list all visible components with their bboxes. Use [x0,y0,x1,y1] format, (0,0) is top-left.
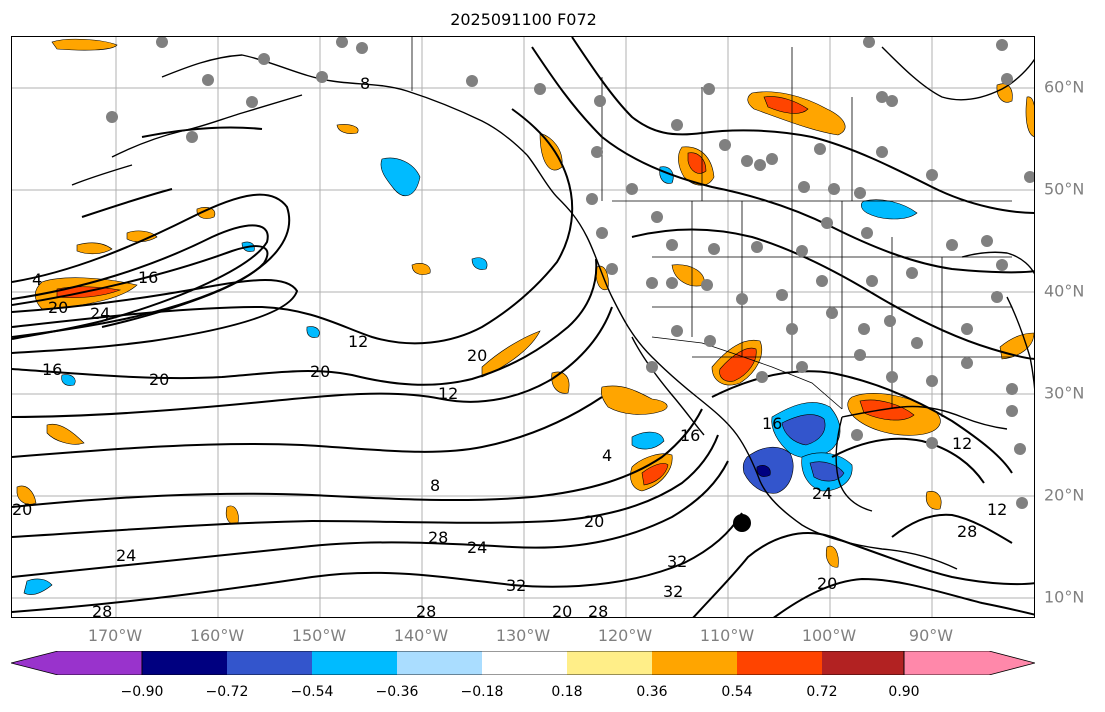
contour-label: 20 [552,602,572,618]
colorbar-bin [312,651,397,675]
contour-label: 20 [584,512,604,531]
colorbar-tick: −0.90 [120,684,164,700]
colorbar-tick: 0.36 [636,684,668,700]
contour-label: 12 [348,332,368,351]
longitude-label: 170°W [87,626,143,645]
colorbar-tick: −0.36 [375,684,419,700]
latitude-label: 50°N [1044,179,1085,199]
contour-label: 12 [952,434,972,453]
contour-label: 16 [762,414,782,433]
latitude-label: 20°N [1044,485,1085,505]
contour-label: 32 [663,582,683,601]
colorbar-bin [567,651,652,675]
contour-label: 16 [138,268,158,287]
contour-label: 24 [116,546,136,565]
colorbar-bin [737,651,822,675]
colorbar-tick: 0.54 [721,684,753,700]
colorbar-tick: 0.72 [806,684,838,700]
contour-label: 8 [430,476,440,495]
longitude-label: 100°W [801,626,857,645]
latitude-label: 40°N [1044,281,1085,301]
map-canvas: 8 4 16 20 24 12 20 20 16 20 12 12 20 4 1… [12,37,1034,618]
contour-label: 4 [32,270,42,289]
contour-label: 20 [48,298,68,317]
colorbar-tick: 0.90 [888,684,920,700]
longitude-label: 130°W [495,626,551,645]
shaded-field [16,38,1034,595]
contour-label: 28 [428,528,448,547]
contour-label: 20 [149,370,169,389]
colorbar [11,651,1035,675]
contour-label: 20 [817,574,837,593]
contour-label: 16 [42,360,62,379]
contour-lines [12,37,1034,617]
contour-label: 32 [667,552,687,571]
colorbar-bin [227,651,312,675]
graticule [12,37,1034,617]
contour-label: 28 [416,602,436,618]
colorbar-tick: 0.18 [551,684,583,700]
latitude-label: 30°N [1044,383,1085,403]
contour-labels: 8 4 16 20 24 12 20 20 16 20 12 12 20 4 1… [12,74,1007,618]
contour-label: 24 [467,538,487,557]
longitude-label: 110°W [699,626,755,645]
contour-label: 24 [812,484,832,503]
longitude-label: 120°W [597,626,653,645]
map-title: 2025091100 F072 [450,10,597,29]
contour-label: 4 [602,446,612,465]
contour-label: 32 [506,576,526,595]
contour-label: 8 [360,74,370,93]
longitude-label: 160°W [189,626,245,645]
contour-label: 28 [957,522,977,541]
coastlines [71,46,1034,570]
colorbar-bin [397,651,482,675]
colorbar-bin [822,651,904,675]
colorbar-tick: −0.18 [460,684,504,700]
contour-label: 16 [680,426,700,445]
contour-label: 28 [588,602,608,618]
colorbar-under-extension [11,651,143,675]
contour-label: 12 [987,500,1007,519]
contour-label: 20 [467,346,487,365]
contour-label: 12 [438,384,458,403]
colorbar-over-extension [903,651,1035,675]
latitude-label: 60°N [1044,77,1085,97]
latitude-label: 10°N [1044,587,1085,607]
map-panel: 8 4 16 20 24 12 20 20 16 20 12 12 20 4 1… [11,36,1035,618]
station-markers [106,37,1034,509]
contour-label: 28 [92,602,112,618]
colorbar-bin [652,651,737,675]
contour-label: 20 [310,362,330,381]
colorbar-tick: −0.72 [205,684,249,700]
highlight-marker [733,514,751,532]
longitude-label: 140°W [393,626,449,645]
colorbar-bin [142,651,227,675]
colorbar-bin [482,651,567,675]
colorbar-tick: −0.54 [290,684,334,700]
longitude-label: 150°W [291,626,347,645]
contour-label: 20 [12,500,32,519]
longitude-label: 90°W [908,626,954,645]
contour-label: 24 [90,304,110,323]
